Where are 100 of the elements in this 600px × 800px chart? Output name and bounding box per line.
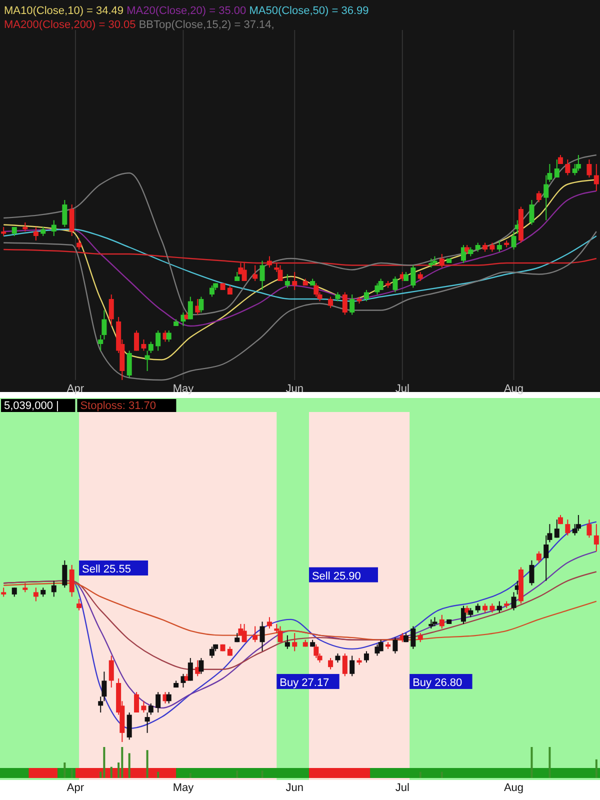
candlestick xyxy=(586,519,592,538)
candlestick xyxy=(69,204,74,236)
candlestick xyxy=(490,603,495,614)
bar xyxy=(128,753,130,778)
candlestick xyxy=(260,260,265,290)
candlestick xyxy=(198,296,204,313)
text: MA200(Close,200) = 30.05 xyxy=(4,19,139,31)
candlestick xyxy=(544,174,549,221)
text: 5,039,000 | xyxy=(4,400,59,412)
candlestick xyxy=(108,294,114,326)
candlestick xyxy=(328,296,334,308)
candlestick xyxy=(33,226,38,241)
bar xyxy=(530,747,533,778)
candlestick xyxy=(586,159,592,178)
candlestick xyxy=(292,632,298,652)
candlestick xyxy=(188,296,193,320)
x-tick-label: Jun xyxy=(286,383,304,395)
candlestick xyxy=(156,692,161,713)
candlestick xyxy=(126,350,132,378)
candlestick xyxy=(144,712,150,734)
candlestick xyxy=(40,587,46,598)
candlestick xyxy=(148,702,154,716)
bar xyxy=(189,773,192,778)
text: MA20(Close,20) = 35.00 xyxy=(126,5,250,17)
text: MA10(Close,10) = 34.49 xyxy=(4,5,127,17)
candlestick xyxy=(278,626,283,643)
annotation: Buy 27.17 xyxy=(280,676,330,689)
bar xyxy=(595,759,598,778)
candlestick xyxy=(266,256,272,268)
x-tick-label: Aug xyxy=(504,782,524,794)
candlestick xyxy=(22,582,28,593)
candlestick xyxy=(209,646,214,659)
candlestick xyxy=(51,220,56,236)
candlestick xyxy=(418,632,423,643)
bar xyxy=(103,747,106,778)
candlestick xyxy=(198,658,204,674)
annotation: Buy 26.80 xyxy=(412,676,462,689)
candlestick xyxy=(148,341,154,354)
candlestick xyxy=(350,294,355,316)
candlestick xyxy=(266,616,272,629)
candlestick xyxy=(134,692,140,713)
x-tick-label: Jul xyxy=(395,782,410,794)
candlestick xyxy=(565,519,570,536)
candlestick xyxy=(554,519,560,538)
candlestick xyxy=(98,334,104,352)
candlestick xyxy=(292,272,298,290)
candlestick xyxy=(374,282,380,295)
candlestick xyxy=(76,598,82,611)
candlestick xyxy=(529,560,534,586)
x-tick-label: May xyxy=(172,782,194,794)
bar xyxy=(64,762,66,778)
candlestick xyxy=(141,339,146,352)
candlestick xyxy=(482,603,488,614)
candlestick xyxy=(536,190,542,203)
candlestick xyxy=(188,658,193,682)
candlestick xyxy=(342,652,348,677)
candlestick xyxy=(544,534,549,582)
candlestick xyxy=(460,244,466,264)
candlestick xyxy=(511,231,516,250)
candlestick xyxy=(102,671,107,702)
candlestick xyxy=(284,274,290,288)
candlestick xyxy=(554,159,560,178)
text: MA50(Close,50) = 36.99 xyxy=(249,5,369,17)
x-tick-label: Jun xyxy=(286,782,304,794)
candlestick xyxy=(576,154,581,172)
candlestick xyxy=(364,290,369,302)
candlestick xyxy=(252,264,258,282)
candlestick xyxy=(536,550,542,564)
candlestick xyxy=(209,285,214,298)
x-tick-label: Jul xyxy=(395,383,410,395)
x-tick-label: May xyxy=(172,383,194,395)
candlestick xyxy=(594,164,599,192)
candlestick xyxy=(496,240,502,252)
candlestick xyxy=(166,692,172,704)
bar xyxy=(146,750,148,778)
bar xyxy=(261,770,264,778)
candlestick xyxy=(144,350,150,372)
candlestick xyxy=(98,696,104,713)
candlestick xyxy=(364,650,369,664)
candlestick xyxy=(62,560,68,588)
candlestick xyxy=(134,330,140,352)
annotation: Sell 25.90 xyxy=(312,570,361,582)
candlestick xyxy=(496,600,502,614)
candlestick xyxy=(342,292,348,316)
text: BBTop(Close,15,2) = 37.14, xyxy=(138,19,274,31)
candlestick xyxy=(314,644,319,659)
x-tick-label: Apr xyxy=(66,782,84,794)
candlestick xyxy=(12,587,17,598)
candlestick xyxy=(102,310,107,340)
candlestick xyxy=(314,282,319,298)
candlestick xyxy=(1,587,6,598)
bar xyxy=(419,772,422,778)
candlestick xyxy=(392,276,398,293)
candlestick xyxy=(126,712,132,740)
candlestick xyxy=(594,524,599,552)
candlestick xyxy=(242,623,247,643)
candlestick xyxy=(260,621,265,652)
candlestick xyxy=(166,330,172,342)
candlestick xyxy=(576,514,581,532)
bar xyxy=(110,766,112,778)
